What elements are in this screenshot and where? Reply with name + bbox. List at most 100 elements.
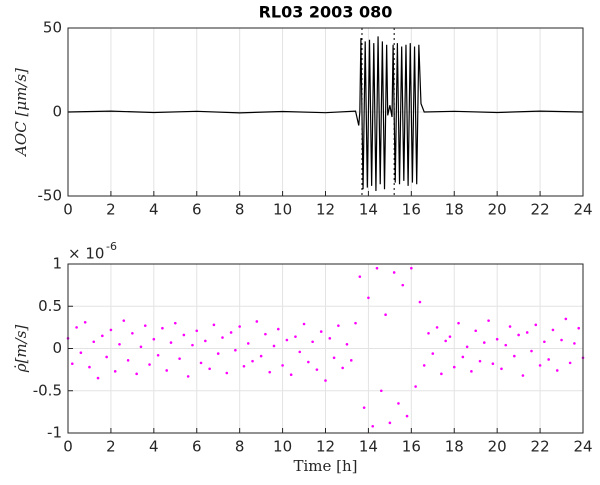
point bbox=[345, 342, 349, 346]
point bbox=[156, 353, 160, 357]
point bbox=[131, 331, 134, 335]
point bbox=[440, 372, 443, 376]
y-tick-label: 0.5 bbox=[38, 297, 62, 315]
point bbox=[285, 338, 289, 342]
point bbox=[109, 328, 113, 332]
y-axis-label: AOC [μm/s] bbox=[12, 68, 30, 158]
point bbox=[474, 329, 478, 333]
point bbox=[118, 342, 121, 346]
point bbox=[251, 359, 254, 363]
point bbox=[517, 333, 520, 337]
x-tick-label: 14 bbox=[359, 201, 378, 219]
point bbox=[255, 320, 259, 323]
point bbox=[564, 317, 568, 321]
point bbox=[161, 326, 164, 330]
x-tick-label: 14 bbox=[359, 438, 378, 456]
point bbox=[152, 337, 156, 341]
x-tick-label: 20 bbox=[488, 438, 507, 456]
point bbox=[568, 361, 572, 365]
point bbox=[272, 344, 276, 348]
x-tick-label: 2 bbox=[106, 438, 116, 456]
point bbox=[96, 376, 100, 380]
point bbox=[298, 350, 302, 354]
point bbox=[405, 414, 409, 418]
point bbox=[268, 370, 272, 374]
point bbox=[311, 340, 314, 344]
point bbox=[75, 326, 78, 329]
point bbox=[500, 367, 503, 371]
point bbox=[319, 330, 323, 333]
x-tick-label: 2 bbox=[106, 201, 116, 219]
point bbox=[452, 365, 456, 369]
point bbox=[302, 322, 306, 326]
point bbox=[388, 421, 392, 425]
point bbox=[414, 385, 417, 388]
point bbox=[341, 366, 344, 370]
x-tick-label: 12 bbox=[316, 438, 335, 456]
point bbox=[246, 342, 250, 345]
point bbox=[315, 368, 319, 371]
y-tick-label: 1 bbox=[52, 255, 62, 273]
chart-title: RL03 2003 080 bbox=[259, 3, 393, 22]
point bbox=[547, 358, 550, 361]
x-tick-label: 8 bbox=[235, 438, 245, 456]
point bbox=[238, 325, 241, 328]
x-tick-label: 24 bbox=[573, 438, 592, 456]
point bbox=[88, 365, 91, 369]
x-tick-label: 20 bbox=[488, 201, 507, 219]
point bbox=[294, 335, 297, 338]
point bbox=[461, 355, 465, 359]
x-tick-label: 10 bbox=[273, 201, 292, 219]
data-line bbox=[67, 36, 584, 191]
point bbox=[392, 271, 396, 274]
point bbox=[276, 327, 280, 331]
point bbox=[525, 331, 529, 334]
point bbox=[148, 363, 151, 366]
point bbox=[234, 348, 237, 352]
point bbox=[560, 338, 563, 342]
point bbox=[487, 319, 490, 322]
point bbox=[264, 332, 267, 336]
point bbox=[122, 319, 126, 322]
point bbox=[259, 354, 263, 358]
x-tick-label: 18 bbox=[445, 201, 464, 219]
point bbox=[221, 336, 224, 339]
point bbox=[538, 364, 542, 367]
point bbox=[534, 323, 538, 327]
y-tick-label: -1 bbox=[47, 424, 62, 442]
point bbox=[508, 325, 512, 328]
point bbox=[513, 354, 516, 358]
y-tick-label: 0 bbox=[52, 103, 62, 121]
point bbox=[126, 359, 130, 362]
y-multiplier-exponent: -6 bbox=[106, 240, 117, 253]
x-tick-label: 12 bbox=[316, 201, 335, 219]
point bbox=[349, 359, 353, 362]
point bbox=[495, 337, 499, 341]
y-tick-label: 0 bbox=[52, 339, 62, 357]
x-tick-label: 10 bbox=[273, 438, 292, 456]
x-tick-label: 0 bbox=[63, 201, 73, 219]
x-tick-label: 4 bbox=[149, 201, 159, 219]
point bbox=[208, 367, 211, 371]
point bbox=[397, 402, 400, 405]
y-tick-label: -50 bbox=[38, 187, 63, 205]
y-multiplier: × 10 bbox=[68, 245, 104, 263]
point bbox=[135, 372, 138, 376]
axes-box bbox=[67, 27, 584, 197]
x-axis-label: Time [h] bbox=[293, 457, 357, 475]
point bbox=[105, 355, 108, 359]
point bbox=[422, 364, 426, 367]
point bbox=[482, 341, 486, 344]
point bbox=[431, 352, 435, 355]
point bbox=[79, 351, 83, 355]
point bbox=[530, 349, 533, 353]
point bbox=[491, 362, 495, 366]
point bbox=[427, 331, 430, 335]
point bbox=[457, 321, 460, 325]
x-tick-label: 0 bbox=[63, 438, 73, 456]
point bbox=[216, 352, 220, 355]
x-tick-label: 24 bbox=[573, 201, 592, 219]
point bbox=[521, 374, 525, 377]
point bbox=[354, 321, 357, 325]
